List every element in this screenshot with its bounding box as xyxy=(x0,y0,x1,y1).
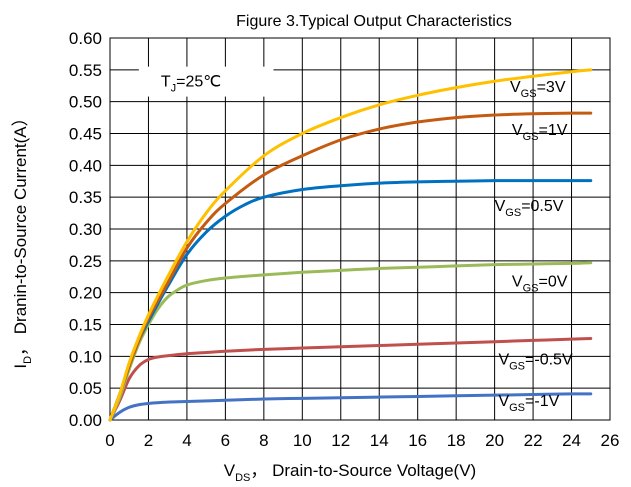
y-tick-label: 0.45 xyxy=(69,125,102,144)
y-tick-label: 0.00 xyxy=(69,411,102,430)
y-tick-label: 0.05 xyxy=(69,379,102,398)
plot-frame xyxy=(109,37,611,421)
series-label-rest: =-1V xyxy=(525,393,560,410)
y-axis-title-subscript: D xyxy=(22,356,34,364)
series-line xyxy=(108,392,593,422)
series-label-rest: =1V xyxy=(539,122,568,139)
series-label: VGS=0.5V xyxy=(495,198,564,219)
x-tick-label: 8 xyxy=(259,431,268,450)
x-axis-title-rest: ， Drain-to-Source Voltage(V) xyxy=(250,461,476,480)
temperature-label-subscript: J xyxy=(171,83,177,95)
series-label: VGS=-0.5V xyxy=(498,352,572,373)
series-label: VGS=0V xyxy=(512,273,568,294)
series-label-rest: =0.5V xyxy=(521,198,564,215)
series-label-main: V xyxy=(498,352,509,369)
x-axis-title-subscript: DS xyxy=(235,472,250,484)
y-tick-label: 0.15 xyxy=(69,316,102,335)
series-label-main: V xyxy=(512,122,523,139)
x-tick-label: 22 xyxy=(524,431,543,450)
y-tick-label: 0.50 xyxy=(69,93,102,112)
y-tick-label: 0.25 xyxy=(69,252,102,271)
series-label-main: V xyxy=(495,198,506,215)
series-label-rest: =-0.5V xyxy=(525,352,573,369)
y-axis-title: ID， Dranin-to-Source Current(A） xyxy=(11,109,34,368)
y-tick-label: 0.30 xyxy=(69,220,102,239)
x-tick-label: 4 xyxy=(182,431,191,450)
annotation-box xyxy=(138,66,274,97)
y-axis-title-main: I xyxy=(11,364,30,369)
x-tick-label: 26 xyxy=(601,431,620,450)
x-tick-label: 14 xyxy=(370,431,389,450)
series-label-subscript: GS xyxy=(521,88,537,100)
chart-title: Figure 3.Typical Output Characteristics xyxy=(236,13,512,30)
x-tick-label: 20 xyxy=(485,431,504,450)
series-label: VGS=1V xyxy=(512,122,568,143)
series-label-subscript: GS xyxy=(523,282,539,294)
x-tick-label: 24 xyxy=(562,431,581,450)
y-tick-label: 0.35 xyxy=(69,188,102,207)
axis-titles: VDS， Drain-to-Source Voltage(V) ID， Drani… xyxy=(11,109,476,484)
series-line xyxy=(108,68,593,422)
series-label-subscript: GS xyxy=(509,402,525,414)
series-line xyxy=(108,111,593,422)
series-label: VGS=3V xyxy=(510,79,566,100)
x-tick-label: 6 xyxy=(221,431,230,450)
y-tick-label: 0.55 xyxy=(69,61,102,80)
x-tick-label: 16 xyxy=(408,431,427,450)
temperature-label-main: T xyxy=(161,74,171,91)
temperature-annotation: TJ=25℃ xyxy=(138,66,274,97)
y-tick-label: 0.10 xyxy=(69,347,102,366)
series-lines xyxy=(108,68,593,422)
y-tick-label: 0.60 xyxy=(69,29,102,48)
temperature-label: TJ=25℃ xyxy=(161,74,221,95)
series-label-subscript: GS xyxy=(505,207,521,219)
series-label-subscript: GS xyxy=(523,131,539,143)
series-labels: VGS=3VVGS=1VVGS=0.5VVGS=0VVGS=-0.5VVGS=-… xyxy=(495,79,573,414)
x-axis-title-main: V xyxy=(224,461,236,480)
x-axis-title: VDS， Drain-to-Source Voltage(V) xyxy=(224,461,476,484)
series-label-rest: =0V xyxy=(539,273,568,290)
series-label-main: V xyxy=(512,273,523,290)
series-label: VGS=-1V xyxy=(498,393,559,414)
y-axis-title-rest: ， Dranin-to-Source Current(A） xyxy=(11,109,30,356)
x-tick-label: 2 xyxy=(144,431,153,450)
temperature-label-rest: =25℃ xyxy=(176,74,221,91)
series-label-main: V xyxy=(498,393,509,410)
series-label-main: V xyxy=(510,79,521,96)
y-tick-label: 0.40 xyxy=(69,156,102,175)
tick-labels: 0 2 4 6 8 10 12 14 16 18 20 22 24 260.000.050.100.150… xyxy=(69,29,620,450)
series-label-rest: =3V xyxy=(537,79,566,96)
y-tick-label: 0.20 xyxy=(69,284,102,303)
x-tick-label: 12 xyxy=(331,431,350,450)
series-line xyxy=(108,337,593,422)
x-tick-label: 0 xyxy=(105,431,114,450)
series-label-subscript: GS xyxy=(509,361,525,373)
x-tick-label: 10 xyxy=(293,431,312,450)
x-tick-label: 18 xyxy=(447,431,466,450)
